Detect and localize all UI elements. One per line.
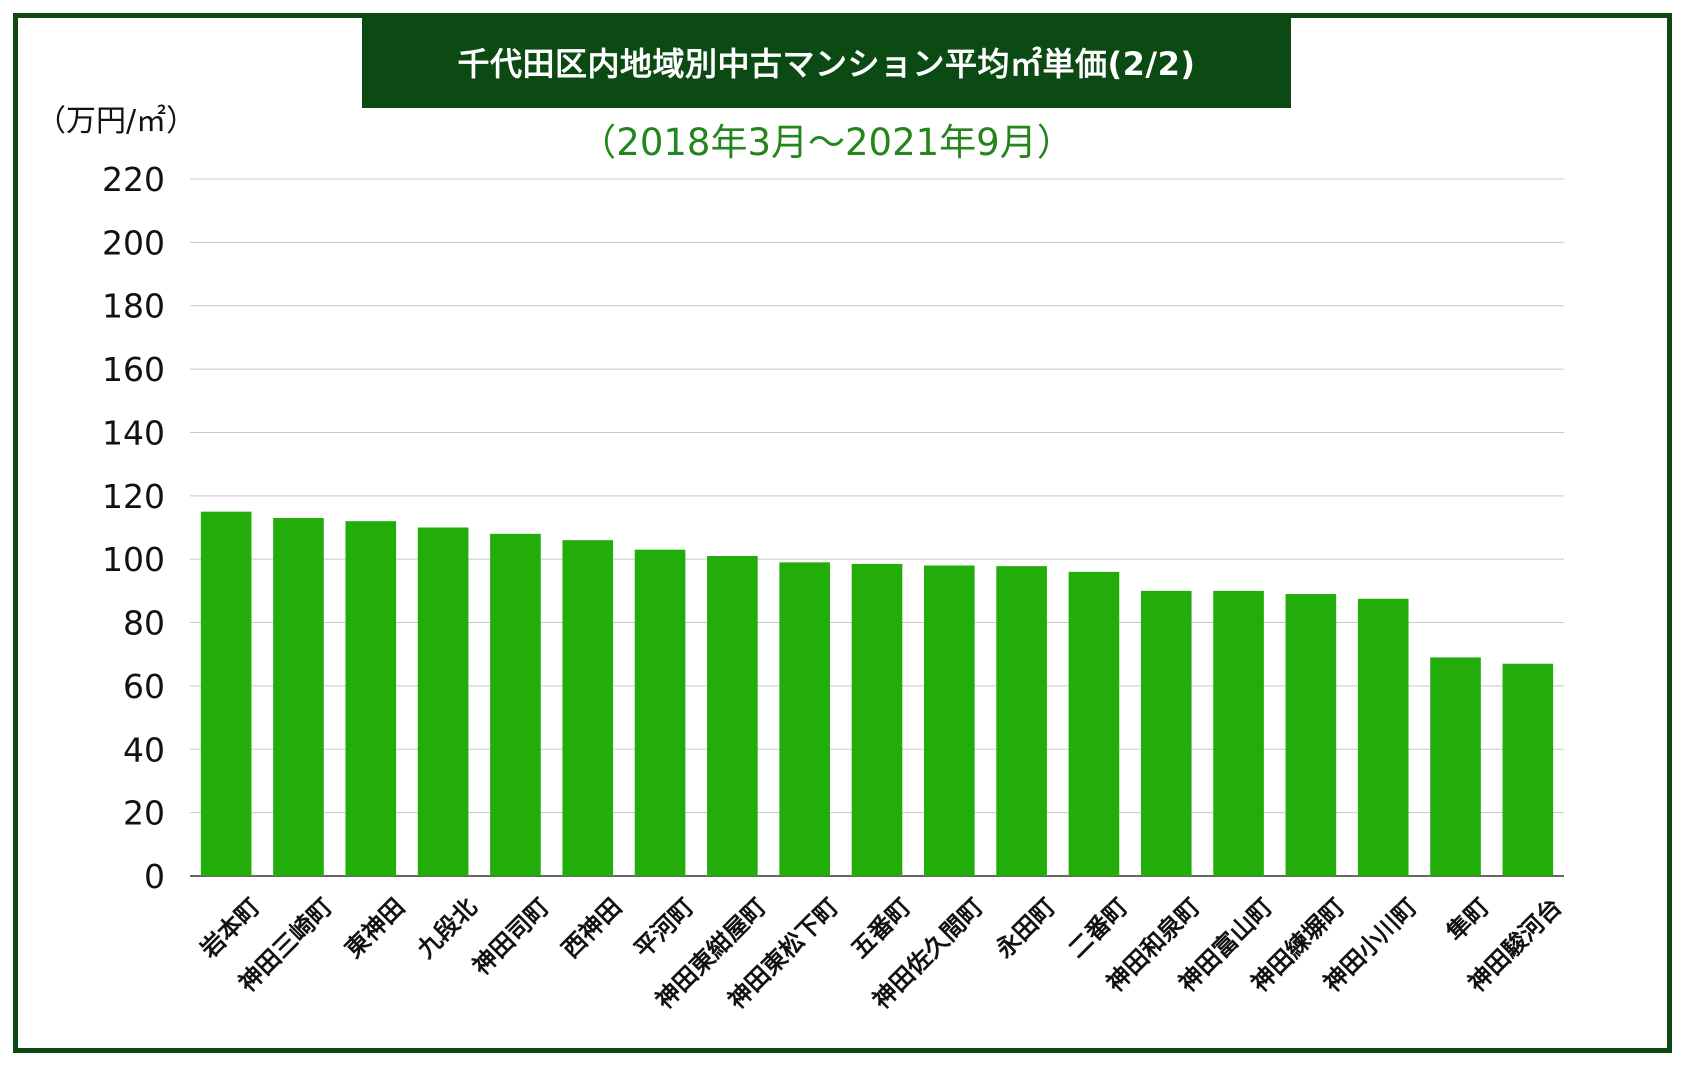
y-tick-label: 160: [102, 350, 165, 389]
chart-title: 千代田区内地域別中古マンション平均㎡単価(2/2): [362, 16, 1291, 108]
x-tick-label: 神田司町: [467, 893, 555, 981]
bar-神田司町: [490, 533, 541, 876]
y-tick-label: 0: [144, 857, 165, 896]
bar-九段北: [417, 527, 469, 876]
bar-西神田: [562, 540, 614, 876]
y-tick-label: 180: [102, 287, 165, 326]
y-axis-unit-label: （万円/㎡）: [36, 104, 197, 139]
chart-subtitle: （2018年3月～2021年9月）: [579, 121, 1074, 164]
y-tick-label: 20: [123, 794, 165, 833]
bar-神田東紺屋町: [707, 556, 758, 876]
bar-神田練塀町: [1285, 594, 1337, 876]
x-tick-label: 隼町: [1441, 893, 1495, 947]
bar-東神田: [345, 521, 397, 876]
y-tick-label: 100: [102, 540, 165, 579]
x-tick-label: 西神田: [556, 893, 627, 964]
bar-神田三崎町: [273, 517, 324, 876]
bar-永田町: [996, 566, 1047, 876]
bar-神田駿河台: [1502, 663, 1554, 876]
y-tick-label: 200: [102, 223, 165, 262]
bar-神田佐久間町: [924, 565, 975, 876]
bar-平河町: [634, 549, 686, 876]
y-tick-label: 120: [102, 477, 165, 516]
x-tick-label: 九段北: [411, 893, 482, 964]
y-tick-labels: 0 20 40 60 80 100 120 140 160 180 200 220: [102, 160, 165, 896]
x-tick-label: 平河町: [629, 893, 700, 964]
bar-五番町: [851, 563, 903, 876]
bar-隼町: [1430, 657, 1481, 876]
y-tick-label: 140: [102, 413, 165, 452]
y-tick-label: 80: [123, 604, 165, 643]
bar-神田東松下町: [779, 562, 830, 876]
bar-神田小川町: [1357, 598, 1409, 876]
y-tick-label: 220: [102, 160, 165, 199]
x-tick-label: 二番町: [1063, 893, 1134, 964]
x-tick-label: 岩本町: [194, 893, 265, 964]
y-tick-label: 40: [123, 730, 165, 769]
bar-二番町: [1068, 571, 1120, 876]
bar-神田富山町: [1213, 590, 1264, 876]
x-tick-label: 東神田: [340, 893, 411, 964]
bar-神田和泉町: [1140, 590, 1192, 876]
x-tick-label: 五番町: [846, 893, 917, 964]
bar-岩本町: [200, 511, 252, 876]
x-tick-label: 永田町: [990, 893, 1061, 964]
y-tick-label: 60: [123, 667, 165, 706]
bars: [200, 511, 1554, 876]
